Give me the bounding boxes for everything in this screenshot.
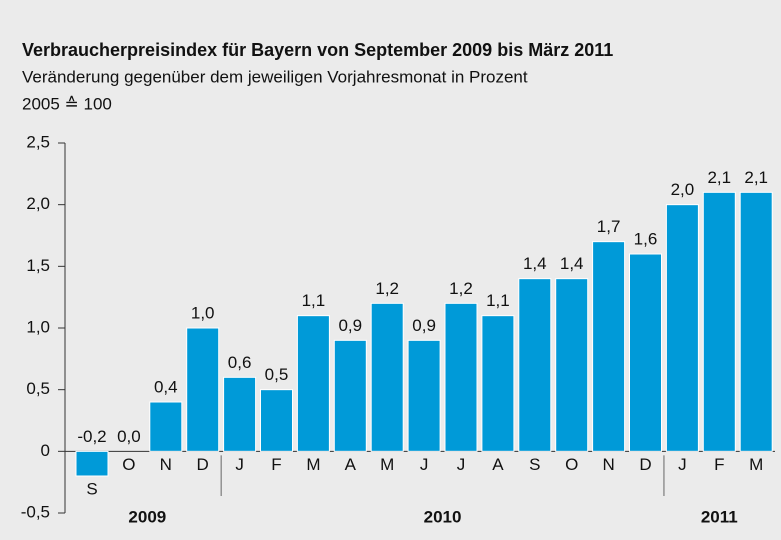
- y-tick-label: 1,5: [26, 256, 50, 275]
- value-label: 0,4: [154, 377, 178, 396]
- x-tick-label: J: [420, 455, 429, 474]
- bar: [223, 376, 257, 452]
- bar: [702, 191, 736, 452]
- bar: [592, 241, 626, 452]
- value-label: 2,1: [707, 168, 731, 187]
- bar: [665, 204, 699, 452]
- year-label: 2011: [701, 507, 738, 526]
- value-label: 1,2: [449, 279, 473, 298]
- value-label: 1,0: [191, 303, 215, 322]
- x-tick-label: J: [457, 455, 466, 474]
- x-tick-label: D: [639, 455, 651, 474]
- chart-title: Verbraucherpreisindex für Bayern von Sep…: [22, 40, 613, 60]
- chart-note: 2005 ≙ 100: [22, 94, 112, 113]
- bar: [444, 302, 478, 452]
- bar: [333, 339, 367, 452]
- x-tick-label: O: [122, 455, 135, 474]
- x-tick-label: N: [160, 455, 172, 474]
- x-tick-label: F: [714, 455, 724, 474]
- value-label: 1,6: [634, 229, 658, 248]
- bar: [629, 253, 662, 452]
- x-tick-label: M: [749, 455, 763, 474]
- bar: [260, 389, 293, 452]
- value-label: 1,1: [302, 291, 326, 310]
- bar: [407, 339, 441, 452]
- x-tick-label: J: [235, 455, 244, 474]
- value-label: 1,4: [523, 254, 547, 273]
- value-label: 0,6: [228, 353, 252, 372]
- bar: [149, 401, 183, 452]
- y-tick-label: 0,5: [26, 379, 50, 398]
- value-label: 1,7: [597, 217, 621, 236]
- value-label: 0,0: [117, 427, 141, 446]
- bar: [481, 315, 515, 452]
- bar: [555, 278, 589, 452]
- x-tick-label: M: [306, 455, 320, 474]
- chart-subtitle: Veränderung gegenüber dem jeweiligen Vor…: [22, 67, 528, 86]
- y-tick-label: 2,0: [26, 194, 50, 213]
- bar: [739, 191, 773, 452]
- x-tick-label: A: [492, 455, 504, 474]
- value-label: 0,9: [338, 316, 362, 335]
- value-label: 1,2: [375, 279, 399, 298]
- bar: [296, 315, 330, 452]
- x-tick-label: A: [345, 455, 357, 474]
- x-tick-label: J: [678, 455, 687, 474]
- x-tick-label: N: [602, 455, 614, 474]
- x-tick-label: D: [197, 455, 209, 474]
- value-label: 0,9: [412, 316, 436, 335]
- bar: [370, 302, 404, 452]
- value-label: 0,5: [265, 365, 289, 384]
- bar: [186, 327, 220, 452]
- value-label: 2,1: [744, 168, 768, 187]
- x-tick-label: S: [86, 479, 97, 498]
- value-label: 2,0: [671, 180, 695, 199]
- value-label: 1,1: [486, 291, 510, 310]
- x-tick-label: F: [271, 455, 281, 474]
- x-tick-label: S: [529, 455, 540, 474]
- value-label: 1,4: [560, 254, 584, 273]
- y-tick-label: -0,5: [21, 502, 50, 521]
- y-tick-label: 1,0: [26, 317, 50, 336]
- bar: [75, 450, 109, 477]
- bar: [518, 278, 552, 452]
- value-label: -0,2: [77, 427, 106, 446]
- y-tick-label: 2,5: [26, 132, 50, 151]
- y-tick-label: 0: [41, 441, 50, 460]
- year-label: 2010: [424, 507, 462, 526]
- year-label: 2009: [128, 507, 166, 526]
- x-tick-label: M: [380, 455, 394, 474]
- x-tick-label: O: [565, 455, 578, 474]
